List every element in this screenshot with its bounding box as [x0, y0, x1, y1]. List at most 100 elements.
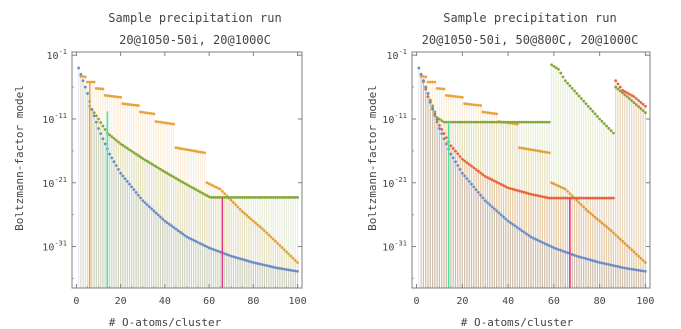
- panel1-series-2-point: [595, 196, 599, 200]
- panel1-series-1-point: [506, 120, 510, 124]
- panel0-series-0-point: [229, 198, 233, 202]
- panel0-series-0-point: [245, 213, 249, 217]
- panel0-series-1-point: [123, 145, 127, 149]
- panel0-series-2-point: [156, 213, 160, 217]
- panel0-series-2-point: [240, 257, 244, 261]
- panel0-series-1-point: [278, 196, 282, 199]
- panel1-series-1-point: [444, 120, 448, 124]
- panel0-series-1-point: [280, 196, 284, 199]
- panel1-series-1-point: [623, 93, 627, 97]
- panel1-series-3-point: [623, 266, 627, 270]
- panel0-series-1-point: [97, 117, 100, 121]
- panel1-series-0-point: [486, 111, 489, 114]
- panel0-series-2-point: [167, 222, 171, 226]
- panel0-series-2-point: [79, 72, 83, 76]
- panel1-series-3-point: [435, 120, 439, 124]
- panel0-series-0-point: [159, 120, 162, 124]
- panel0-series-0-point: [271, 237, 275, 241]
- panel1-series-1-point: [644, 111, 647, 114]
- panel1-series-0-point: [458, 95, 462, 99]
- panel1-series-0-point: [467, 102, 471, 106]
- panel1-series-0-point: [520, 146, 524, 150]
- panel1-series-3-point: [573, 253, 576, 257]
- panel1-series-0-point: [460, 95, 464, 99]
- panel1-series-3-point: [621, 266, 624, 269]
- panel1-series-3-point: [460, 171, 464, 175]
- panel1-series-3-point: [497, 211, 501, 215]
- panel1-series-3-point: [628, 267, 631, 271]
- panel0-series-1-point: [190, 185, 193, 189]
- panel0-series-0-point: [276, 241, 280, 245]
- right-plot-area: [411, 51, 651, 289]
- panel1-series-2-point: [476, 169, 480, 173]
- panel1-series-3-point: [559, 248, 563, 252]
- panel1-series-0-point: [579, 203, 583, 207]
- panel0-series-1-point: [185, 183, 189, 187]
- panel1-series-2-point: [525, 191, 528, 195]
- panel0-series-0-point: [119, 95, 123, 99]
- panel1-series-3-point: [522, 230, 526, 234]
- panel0-series-0-point: [265, 231, 269, 235]
- panel1-series-0-point: [570, 194, 574, 198]
- panel0-series-0-point: [79, 74, 83, 78]
- panel0-series-2-point: [174, 227, 178, 231]
- panel1-series-1-point: [531, 120, 535, 124]
- panel1-series-3-point: [625, 266, 629, 270]
- panel1-series-0-point: [586, 210, 590, 213]
- panel1-series-3-point: [534, 237, 537, 241]
- panel0-series-2-point: [225, 253, 229, 256]
- panel0-series-0-point: [148, 111, 151, 115]
- panel1-series-3-point: [632, 268, 636, 271]
- panel0-series-1-point: [163, 170, 167, 174]
- panel0-series-0-point: [90, 80, 94, 84]
- panel0-series-2-point: [209, 247, 213, 251]
- panel1-series-2-point: [497, 181, 501, 185]
- panel1-series-3-point: [554, 247, 558, 251]
- panel0-series-2: [77, 66, 299, 288]
- panel1-series-0-point: [625, 244, 629, 247]
- panel0-series-2-point: [163, 219, 167, 223]
- panel0-series-1-point: [209, 196, 213, 199]
- panel1-series-0-point: [456, 95, 460, 99]
- panel1-series-3-point: [463, 174, 467, 178]
- panel0-series-0-point: [134, 103, 138, 107]
- panel1-series-2-point: [561, 196, 565, 200]
- panel0-series-1-point: [232, 196, 235, 199]
- panel1-series-3-point: [616, 265, 620, 268]
- panel1-series-2-point: [630, 93, 634, 97]
- panel0-series-1-point: [139, 155, 142, 159]
- panel1-series-3-point: [483, 199, 487, 203]
- panel0-series-0-point: [165, 121, 169, 125]
- panel1-series-0-point: [550, 181, 553, 185]
- panel1-series-3-point: [511, 222, 515, 226]
- panel1-series-2-point: [644, 104, 647, 108]
- panel1-series-3-point: [602, 262, 606, 265]
- panel1-series-1-point: [529, 120, 533, 124]
- panel1-series-3-point: [465, 177, 469, 181]
- panel1-series-2-point: [458, 155, 462, 158]
- panel1-series-2-point: [481, 173, 485, 177]
- panel1-series-3-point: [584, 257, 588, 261]
- panel0-series-1-point: [282, 196, 286, 199]
- panel0-series-0-point: [86, 80, 89, 84]
- panel0-series-2-point: [121, 174, 125, 178]
- panel1-series-1-point: [625, 95, 629, 99]
- panel1-series-0-point: [568, 192, 572, 196]
- panel0-series-2-point: [139, 196, 142, 200]
- panel1-series-2-point: [538, 194, 542, 198]
- panel0-series-0-point: [101, 87, 105, 91]
- panel0-series-1-point: [128, 148, 131, 152]
- panel1-series-1-point: [458, 120, 462, 124]
- panel0-series-0-point: [260, 227, 264, 231]
- panel0-series-1-point: [167, 173, 171, 176]
- panel1-series-3-point: [529, 235, 533, 239]
- panel0-series-1-point: [289, 196, 293, 199]
- panel1-y-tick-label: 10-11: [382, 112, 407, 126]
- panel0-series-1-point: [92, 111, 96, 114]
- panel0-series-0-point: [296, 261, 299, 264]
- panel1-series-2-point: [460, 157, 464, 161]
- panel1-series-1-point: [586, 104, 590, 108]
- panel0-series-0-point: [123, 102, 127, 106]
- panel0-series-0-point: [192, 149, 196, 153]
- panel0-series-0-point: [150, 112, 154, 115]
